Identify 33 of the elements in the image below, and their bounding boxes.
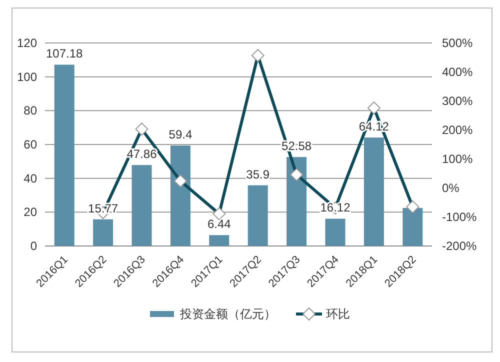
bar (248, 185, 268, 246)
bar (54, 64, 74, 246)
y-tick-label: 60 (24, 138, 38, 152)
bar (93, 219, 114, 246)
text: 59.4 (168, 128, 192, 142)
y-tick-label: 0 (30, 239, 38, 253)
y-tick-label: 20 (24, 205, 38, 220)
text: 15.77 (88, 201, 118, 216)
y2-tick-label: 200% (442, 123, 474, 137)
text: 16.12 (320, 200, 350, 215)
text: 6.44 (207, 217, 231, 232)
y-tick-label: 40 (24, 171, 38, 186)
bar (132, 165, 152, 246)
legend-label: 投资金额（亿元） (179, 307, 276, 321)
bar (325, 218, 346, 246)
y2-tick-label: 100% (442, 152, 474, 166)
bar (209, 235, 230, 246)
bar (286, 157, 307, 246)
bar (364, 138, 384, 246)
y2-tick-label: 300% (442, 94, 474, 108)
y-tick-label: 100 (16, 70, 38, 84)
y-tick-label: 120 (16, 36, 38, 50)
y2-tick-label: 500% (442, 36, 474, 50)
y2-tick-label: 0% (442, 181, 460, 195)
y2-tick-label: -200% (442, 239, 478, 253)
bar (170, 146, 190, 246)
bar (402, 208, 423, 246)
y2-tick-label: -100% (442, 210, 478, 224)
text: 35.9 (246, 167, 270, 182)
text: 107.18 (46, 46, 83, 61)
y2-tick-label: 400% (442, 65, 474, 79)
y-tick-label: 80 (24, 104, 38, 118)
legend-label: 环比 (326, 307, 350, 321)
